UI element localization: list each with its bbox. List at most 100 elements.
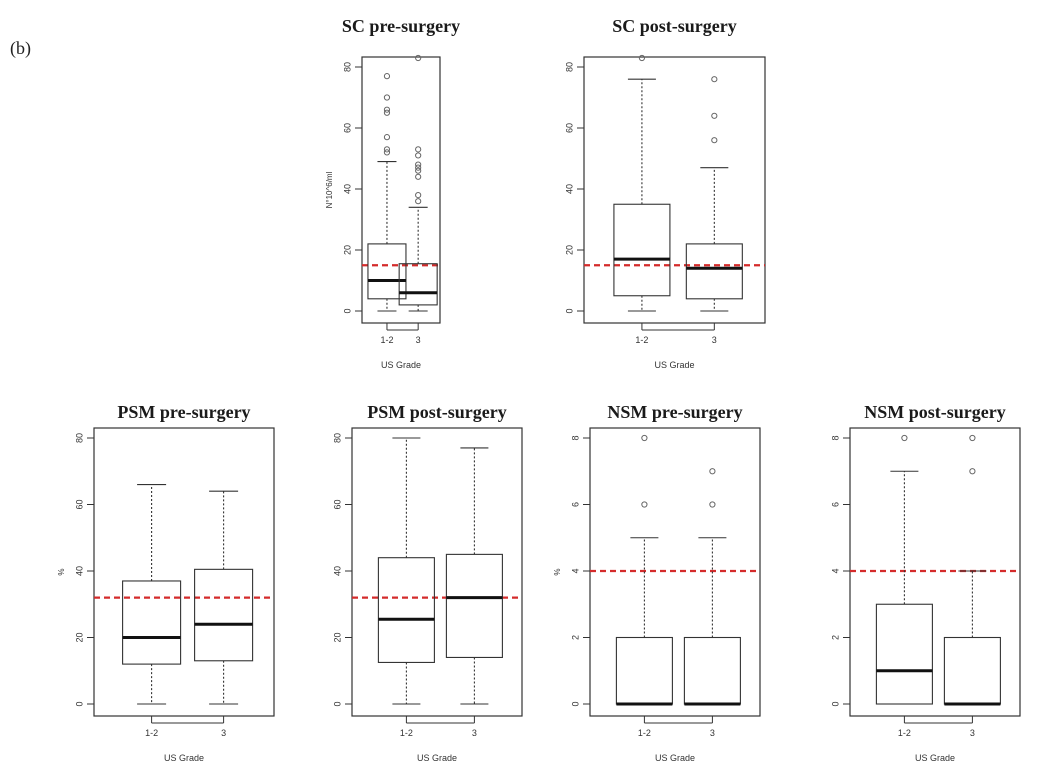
y-tick-label: 6 [830,502,840,507]
outlier-point [709,501,716,508]
y-tick-label: 0 [830,701,840,706]
y-axis-label: N°10^6/ml [325,171,334,208]
outlier-point [383,94,391,101]
y-tick-label: 2 [830,635,840,640]
outlier-point [969,434,976,442]
y-tick-label: 80 [564,62,574,72]
y-tick-label: 2 [570,635,580,640]
y-tick-label: 4 [570,568,580,573]
y-tick-label: 40 [332,566,342,576]
outlier-point [415,173,422,180]
y-tick-label: 20 [332,632,342,642]
chart-title: SC post-surgery [612,16,737,36]
y-tick-label: 20 [342,245,352,255]
y-tick-label: 40 [564,184,574,194]
outlier-point [415,152,422,159]
outlier-point [415,146,422,153]
x-tick-label: 1-2 [400,728,413,738]
x-tick-label: 3 [221,728,226,738]
box-1-2 [613,54,671,312]
box-1-2 [615,434,673,706]
plot-frame [93,427,275,717]
outlier-point [383,109,391,116]
x-tick-label: 1-2 [638,728,651,738]
chart-title: SC pre-surgery [342,16,460,36]
outlier-point [709,468,716,475]
iqr-box [122,580,182,665]
y-tick-label: 0 [332,701,342,706]
iqr-box [685,243,743,300]
y-tick-label: 40 [342,184,352,194]
panel-label: (b) [10,38,31,58]
y-tick-label: 80 [342,62,352,72]
x-axis-label: US Grade [417,753,457,763]
outlier-point [711,137,718,144]
x-tick-label: 1-2 [635,335,648,345]
y-tick-label: 0 [74,701,84,706]
y-tick-label: 0 [570,701,580,706]
plot-frame [361,56,441,324]
x-axis-label: US Grade [164,753,204,763]
plot-frame [583,56,766,324]
iqr-box [398,263,438,306]
y-tick-label: 60 [564,123,574,133]
x-tick-label: 3 [970,728,975,738]
y-tick-label: 8 [570,435,580,440]
y-tick-label: 20 [74,632,84,642]
y-axis-label: % [57,568,66,575]
outlier-point [415,167,422,174]
iqr-box [683,636,741,705]
iqr-box [875,603,933,705]
boxplot-panel: SC post-surgery 0 20 40 60 80 1-2 3 US Grade [564,16,766,370]
y-tick-label: 0 [564,308,574,313]
box-3 [445,447,503,705]
outlier-point [415,198,422,205]
chart-title: NSM post-surgery [864,402,1006,422]
box-1-2 [875,434,933,705]
outlier-point [383,146,391,153]
outlier-point [901,434,908,442]
box-3 [194,490,254,705]
x-tick-label: 1-2 [145,728,158,738]
chart-title: PSM post-surgery [367,402,506,422]
outlier-point [383,149,391,156]
box-3 [398,54,438,312]
outlier-point [415,192,422,199]
y-tick-label: 60 [342,123,352,133]
y-tick-label: 8 [830,435,840,440]
boxplot-panel: NSM post-surgery 0 2 4 6 8 1-2 3 US Grade [830,402,1021,763]
iqr-box [367,243,407,300]
box-3 [685,76,743,312]
plot-frame [351,427,523,717]
y-tick-label: 6 [570,502,580,507]
box-3 [683,468,741,706]
boxplot-panel: NSM pre-surgery 0 2 4 6 8% 1-2 3 US Grade [553,402,761,763]
outlier-point [415,54,422,62]
box-3 [943,434,1001,706]
x-tick-label: 3 [416,335,421,345]
outlier-point [383,73,391,80]
x-tick-label: 3 [710,728,715,738]
x-axis-label: US Grade [654,360,694,370]
y-tick-label: 0 [342,308,352,313]
x-tick-label: 1-2 [380,335,393,345]
box-1-2 [367,73,407,312]
outlier-point [969,468,976,475]
box-1-2 [377,437,435,705]
y-tick-label: 40 [74,566,84,576]
chart-title: PSM pre-surgery [117,402,250,422]
outlier-point [711,76,718,83]
x-tick-label: 3 [712,335,717,345]
outlier-point [641,434,648,442]
y-tick-label: 80 [74,433,84,443]
boxplot-panel: PSM pre-surgery 0 20 40 60 80% 1-2 3 US Grade [57,402,275,763]
iqr-box [613,203,671,297]
x-axis-label: US Grade [915,753,955,763]
outlier-point [415,164,422,171]
outlier-point [415,161,422,168]
y-tick-label: 60 [332,499,342,509]
iqr-box [943,636,1001,705]
iqr-box [377,557,435,663]
boxplot-panel: PSM post-surgery 0 20 40 60 80 1-2 3 US Grade [332,402,523,763]
